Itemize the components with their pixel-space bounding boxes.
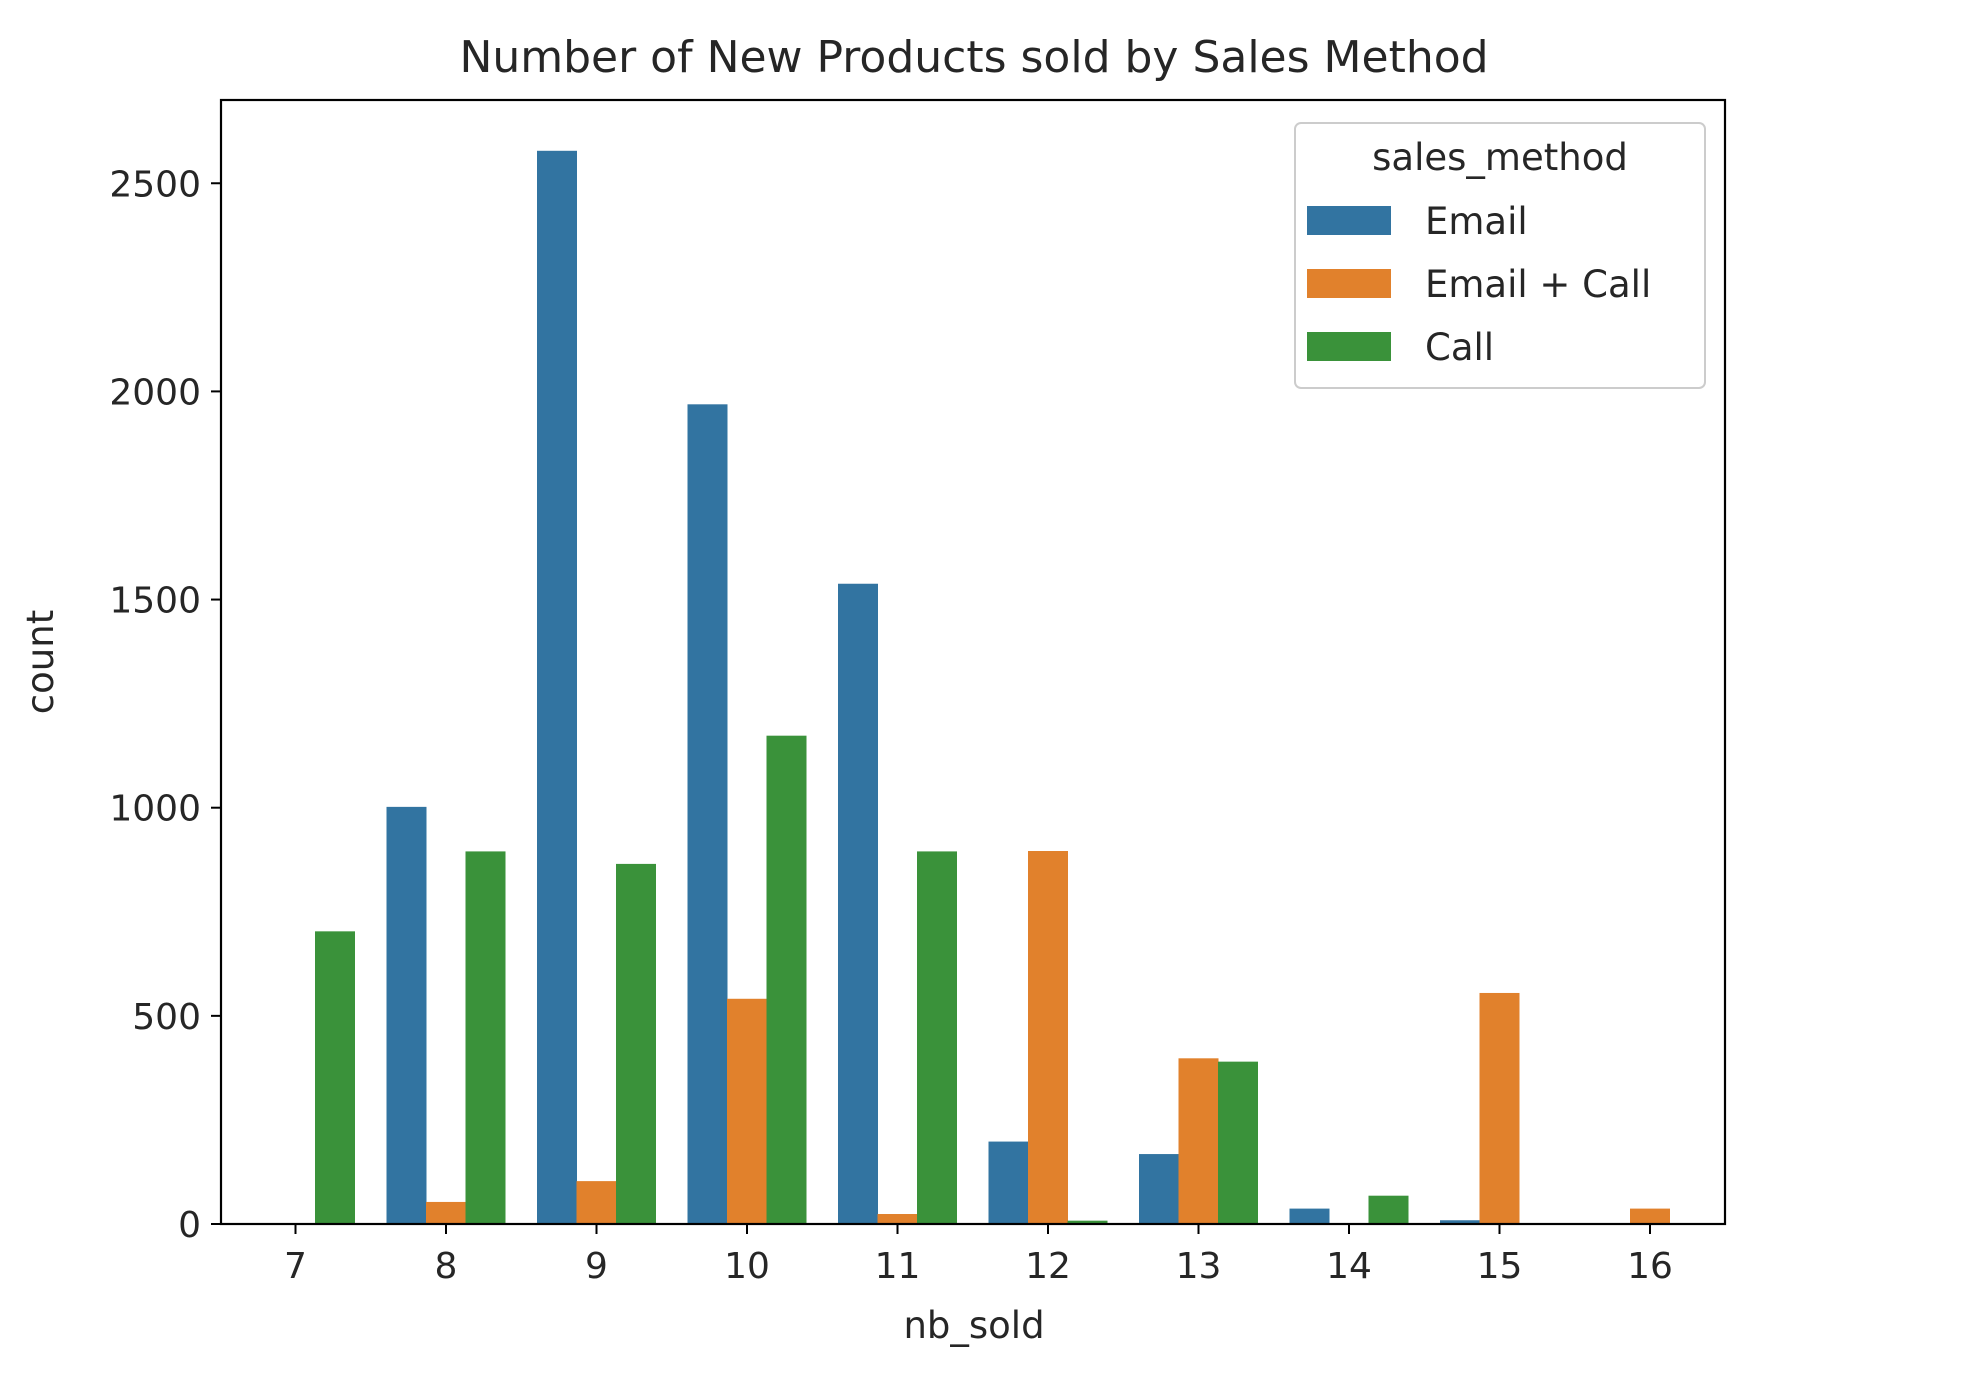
bar-call-8 <box>465 851 506 1224</box>
bar-email-9 <box>537 150 577 1224</box>
bar-email-call-16 <box>1630 1208 1670 1224</box>
x-tick-label: 12 <box>1025 1246 1071 1287</box>
y-axis-label: count <box>19 610 62 714</box>
bar-call-12 <box>1067 1220 1108 1224</box>
bar-call-11 <box>917 851 957 1224</box>
bar-email-15 <box>1440 1220 1480 1224</box>
x-tick-label: 7 <box>284 1246 307 1287</box>
legend-title: sales_method <box>1372 136 1628 179</box>
legend-swatch-email <box>1307 206 1391 235</box>
bar-call-14 <box>1368 1195 1409 1224</box>
bar-email-call-11 <box>877 1214 918 1224</box>
bar-email-13 <box>1139 1154 1179 1224</box>
y-axis: 0 500 1000 1500 2000 2500 <box>109 164 221 1246</box>
bar-email-call-13 <box>1178 1058 1219 1224</box>
bar-email-14 <box>1289 1208 1330 1224</box>
x-tick-label: 14 <box>1326 1246 1372 1287</box>
y-tick-label: 1000 <box>109 789 201 830</box>
bar-call-10 <box>766 735 807 1224</box>
y-tick-label: 500 <box>132 997 201 1038</box>
x-tick-label: 15 <box>1477 1246 1523 1287</box>
bar-email-8 <box>386 806 427 1224</box>
legend-swatch-email-call <box>1307 269 1391 298</box>
legend-label-email: Email <box>1425 200 1528 243</box>
y-tick-label: 2500 <box>109 164 201 205</box>
bar-call-7 <box>315 931 355 1224</box>
bar-call-9 <box>616 863 656 1224</box>
x-tick-label: 8 <box>435 1246 458 1287</box>
bar-email-call-15 <box>1479 992 1520 1224</box>
legend-label-call: Call <box>1425 326 1494 369</box>
x-tick-label: 10 <box>724 1246 770 1287</box>
x-tick-label: 11 <box>875 1246 921 1287</box>
bar-call-13 <box>1218 1061 1258 1224</box>
plot-frame <box>219 98 1727 1226</box>
legend: sales_method Email Email + Call Call <box>1294 122 1706 389</box>
legend-swatch-call <box>1307 332 1391 361</box>
bar-email-call-10 <box>727 998 767 1224</box>
y-tick-label: 0 <box>178 1205 201 1246</box>
x-axis: 7 8 9 10 11 12 13 14 15 16 <box>284 1224 1673 1287</box>
y-tick-label: 1500 <box>109 581 201 622</box>
legend-label-email-call: Email + Call <box>1425 263 1651 306</box>
bars-layer <box>315 150 1670 1224</box>
bar-email-call-8 <box>426 1201 466 1224</box>
bar-email-12 <box>988 1141 1029 1224</box>
legend-box <box>1294 122 1706 389</box>
x-tick-label: 16 <box>1627 1246 1673 1287</box>
bar-email-call-12 <box>1028 851 1068 1224</box>
chart-title: Number of New Products sold by Sales Met… <box>459 32 1488 83</box>
bar-email-10 <box>687 404 728 1224</box>
y-tick-label: 2000 <box>109 372 201 413</box>
x-tick-label: 9 <box>585 1246 608 1287</box>
x-tick-label: 13 <box>1176 1246 1222 1287</box>
x-axis-label: nb_sold <box>903 1304 1044 1347</box>
bar-email-call-9 <box>576 1181 617 1224</box>
bar-email-11 <box>838 583 878 1224</box>
legend-items: Email Email + Call Call <box>1307 200 1651 369</box>
